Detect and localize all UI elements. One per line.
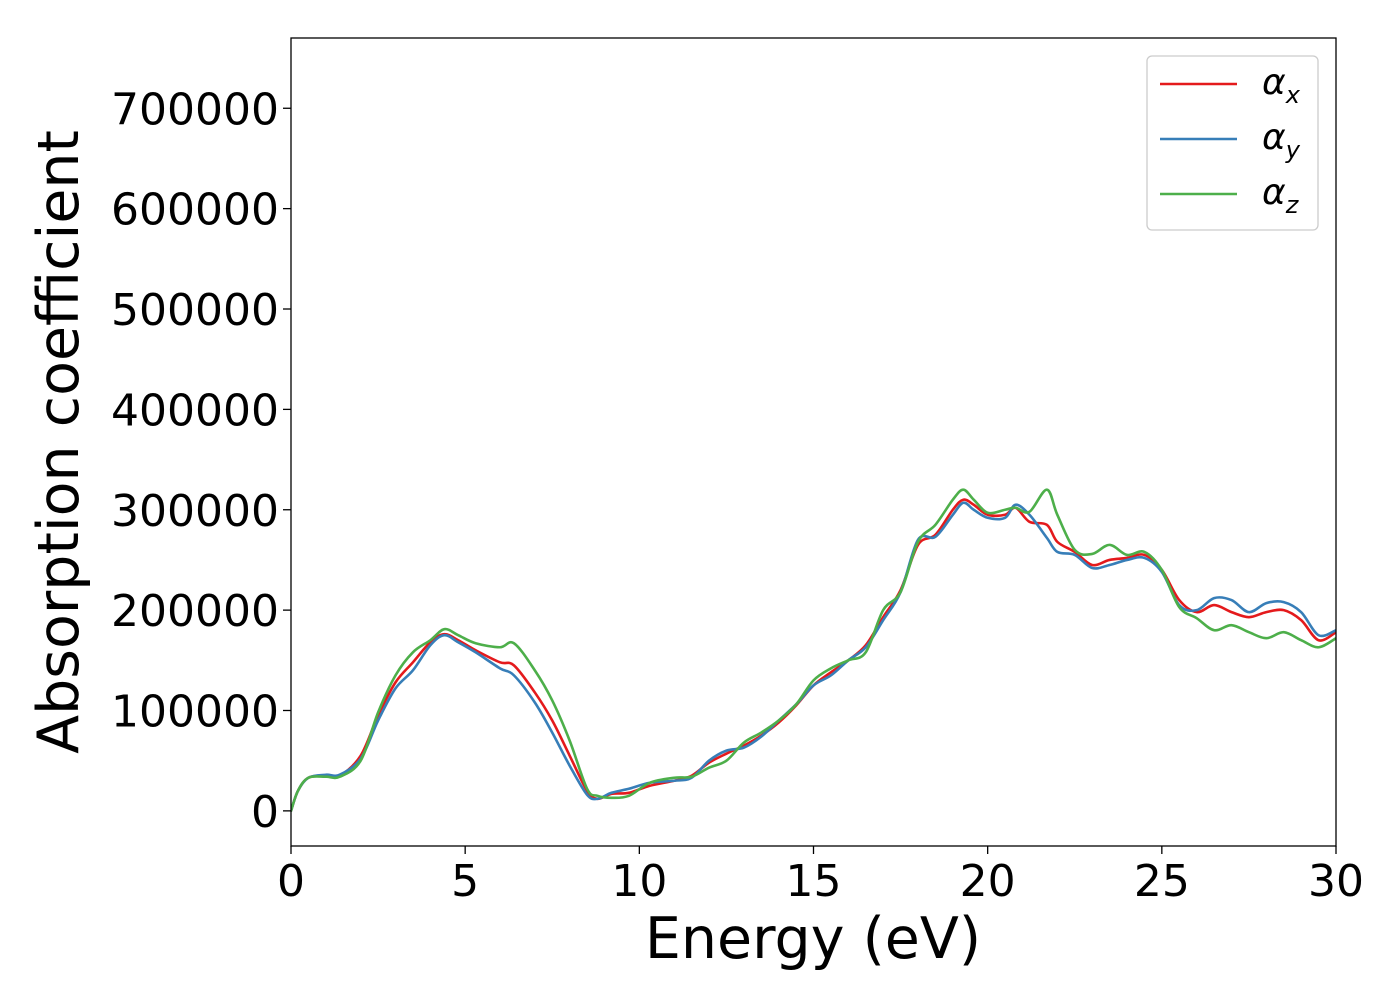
legend-label-z: αz xyxy=(1262,172,1300,219)
y-tick-label: 500000 xyxy=(111,285,279,336)
x-axis-label: Energy (eV) xyxy=(645,906,981,972)
y-tick-label: 400000 xyxy=(111,385,279,436)
y-tick-label: 0 xyxy=(251,787,279,838)
legend-frame xyxy=(1146,55,1319,231)
legend: αx αy αz xyxy=(1146,55,1319,231)
series-line-z xyxy=(291,488,1336,813)
legend-label-x: αx xyxy=(1262,62,1301,109)
y-tick-label: 300000 xyxy=(111,486,279,537)
series-line-y xyxy=(291,501,1336,813)
x-tick-label: 30 xyxy=(1308,856,1364,907)
y-axis-label: Absorption coefficient xyxy=(26,130,92,754)
series-layer xyxy=(291,488,1336,813)
y-tick-label: 200000 xyxy=(111,586,279,637)
x-tick-label: 10 xyxy=(611,856,667,907)
x-tick-label: 20 xyxy=(960,856,1016,907)
y-tick-label: 700000 xyxy=(111,84,279,135)
x-tick-label: 15 xyxy=(786,856,842,907)
x-tick-label: 0 xyxy=(277,856,305,907)
y-axis-ticks: 0 100000 200000 300000 400000 500000 600000 700… xyxy=(111,84,291,838)
y-tick-label: 100000 xyxy=(111,686,279,737)
y-tick-label: 600000 xyxy=(111,185,279,236)
x-tick-label: 25 xyxy=(1134,856,1190,907)
x-tick-label: 5 xyxy=(451,856,479,907)
legend-label-y: αy xyxy=(1262,117,1301,164)
x-axis-ticks: 0 5 10 15 20 25 30 xyxy=(277,846,1364,907)
